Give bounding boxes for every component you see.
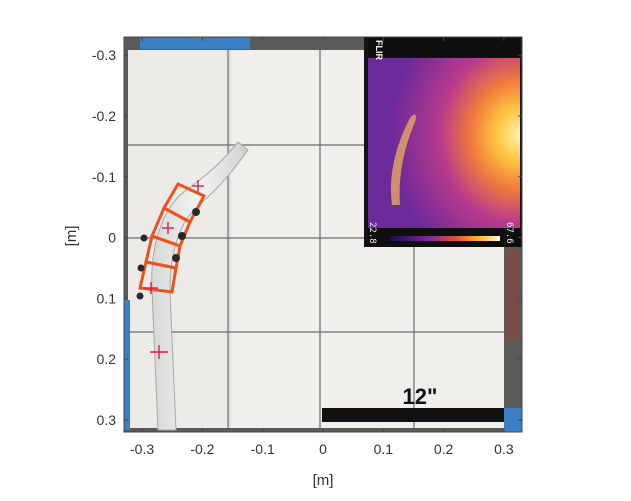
photo-board: 12" FLIR 22.8 67.6 bbox=[124, 37, 522, 432]
y-tick-label: -0.1 bbox=[92, 169, 116, 185]
plot-axes: -0.3 -0.2 -0.1 0 0.1 0.2 0.3 -0.3 -0.2 -0.1 0 0.1 0… bbox=[63, 36, 523, 489]
y-tick-label: -0.2 bbox=[92, 108, 116, 124]
thermal-min-temp: 22.8 bbox=[367, 222, 377, 244]
robot-orange-frame bbox=[138, 182, 207, 294]
blue-tape-left bbox=[124, 300, 130, 430]
thermal-image-glow bbox=[368, 58, 520, 228]
y-tick-label: 0.3 bbox=[97, 412, 117, 428]
y-tick-label: 0 bbox=[108, 230, 116, 246]
x-tick-label: 0 bbox=[319, 441, 327, 457]
x-tick-label: 0.3 bbox=[494, 441, 514, 457]
flir-logo: FLIR bbox=[374, 40, 384, 60]
y-tick-label: 0.1 bbox=[97, 290, 117, 306]
board-edge-strip bbox=[506, 250, 520, 340]
x-axis-ticks: -0.3 -0.2 -0.1 0 0.1 0.2 0.3 bbox=[130, 37, 514, 457]
robot-joints bbox=[136, 208, 200, 300]
blue-tape-corner bbox=[504, 408, 522, 432]
x-tick-label: 0.1 bbox=[374, 441, 394, 457]
x-tick-label: -0.3 bbox=[130, 441, 154, 457]
y-tick-label: 0.2 bbox=[97, 351, 117, 367]
thermal-inset: FLIR 22.8 67.6 bbox=[364, 37, 522, 247]
scale-bar-rect bbox=[322, 408, 504, 422]
thermal-palette-bar bbox=[390, 236, 500, 241]
x-tick-label: 0.2 bbox=[434, 441, 454, 457]
y-axis-label: [m] bbox=[63, 226, 80, 247]
soft-robot bbox=[136, 141, 249, 431]
scale-bar: 12" bbox=[322, 384, 504, 422]
scale-bar-label: 12" bbox=[403, 384, 438, 409]
thermal-max-temp: 67.6 bbox=[504, 222, 514, 244]
blue-tape-top bbox=[140, 37, 250, 49]
x-axis-label: [m] bbox=[313, 472, 334, 489]
robot-markers bbox=[144, 180, 204, 359]
x-tick-label: -0.2 bbox=[190, 441, 214, 457]
y-axis-ticks: -0.3 -0.2 -0.1 0 0.1 0.2 0.3 bbox=[92, 47, 522, 428]
y-tick-label: -0.3 bbox=[92, 47, 116, 63]
x-tick-label: -0.1 bbox=[251, 441, 275, 457]
thermal-robot-signature bbox=[390, 114, 417, 205]
